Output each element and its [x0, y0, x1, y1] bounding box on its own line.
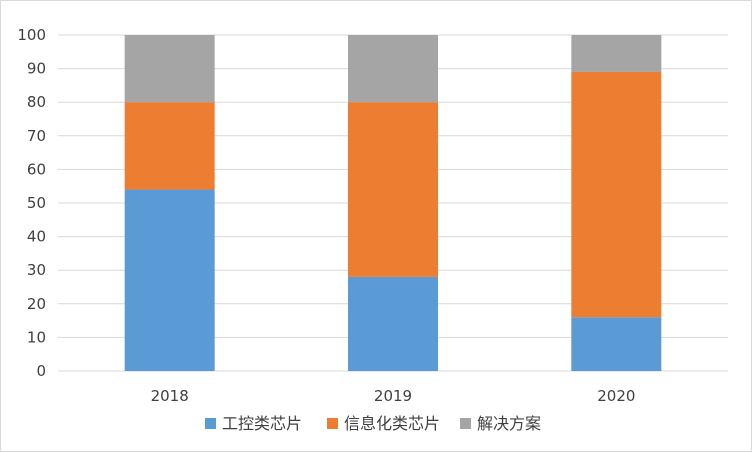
- bar-2020-series-3: [571, 35, 662, 72]
- x-tick-label-2020: 2020: [597, 387, 635, 405]
- legend-swatch-2: [327, 418, 338, 429]
- y-tick-label-40: 40: [27, 228, 46, 246]
- y-tick-label-30: 30: [27, 261, 46, 279]
- y-tick-label-80: 80: [27, 93, 46, 111]
- legend-label-2: 信息化类芯片: [344, 414, 440, 433]
- legend-label-1: 工控类芯片: [222, 414, 302, 433]
- bar-2019-series-3: [348, 35, 438, 103]
- legend-label-3: 解决方案: [477, 414, 541, 433]
- bar-2020-series-1: [571, 317, 662, 371]
- y-tick-label-50: 50: [27, 194, 46, 212]
- y-tick-label-10: 10: [27, 328, 46, 346]
- bars: [124, 35, 662, 371]
- legend-swatch-3: [460, 418, 471, 429]
- legend-swatch-1: [205, 418, 216, 429]
- bar-2018-series-2: [124, 102, 215, 190]
- y-tick-label-20: 20: [27, 295, 46, 313]
- legend: 工控类芯片 信息化类芯片 解决方案: [205, 414, 541, 433]
- bar-2019-series-1: [348, 276, 438, 371]
- bar-2018-series-3: [124, 35, 215, 103]
- bar-2019-series-2: [348, 102, 438, 277]
- y-tick-label-90: 90: [27, 60, 46, 78]
- bar-2020-series-2: [571, 71, 662, 318]
- x-tick-label-2018: 2018: [151, 387, 189, 405]
- y-tick-label-100: 100: [17, 26, 46, 44]
- y-tick-label-70: 70: [27, 127, 46, 145]
- x-axis-tick-labels: 2018 2019 2020: [151, 387, 636, 405]
- bar-2018-series-1: [124, 189, 215, 371]
- x-tick-label-2019: 2019: [374, 387, 412, 405]
- y-tick-label-0: 0: [36, 362, 46, 380]
- y-tick-label-60: 60: [27, 160, 46, 178]
- y-axis-tick-labels: 0 10 20 30 40 50 60 70 80 90 100: [17, 26, 46, 380]
